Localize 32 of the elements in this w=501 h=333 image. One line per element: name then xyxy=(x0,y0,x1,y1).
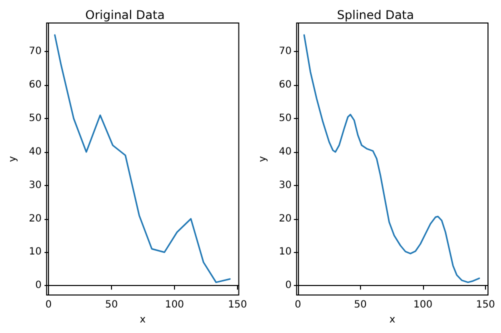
x-tick-label: 100 xyxy=(164,300,184,310)
y-tick-label: 10 xyxy=(278,246,292,258)
x-tick-label: 50 xyxy=(354,300,367,310)
y-tick-label: 70 xyxy=(278,46,292,58)
y-tick-label: 20 xyxy=(28,213,42,224)
x-tick-label: 150 xyxy=(476,300,496,310)
chart-title: Original Data xyxy=(85,8,165,22)
y-tick-label: 20 xyxy=(278,213,292,224)
y-axis-title: y xyxy=(8,156,18,162)
x-tick-label: 0 xyxy=(294,300,302,310)
x-tick-label: 50 xyxy=(105,300,118,310)
y-tick-label: 30 xyxy=(278,180,292,191)
y-tick-label: 50 xyxy=(278,113,292,124)
chart-title: Splined Data xyxy=(337,8,414,22)
y-tick-label: 30 xyxy=(28,180,42,191)
y-tick-label: 50 xyxy=(28,113,42,124)
x-tick-label: 100 xyxy=(413,300,433,310)
y-tick-label: 0 xyxy=(285,280,292,292)
y-tick-label: 10 xyxy=(28,246,42,258)
y-tick-label: 40 xyxy=(28,146,42,158)
y-tick-label: 40 xyxy=(278,146,292,158)
x-tick-label: 150 xyxy=(228,300,248,310)
y-tick-label: 0 xyxy=(35,280,42,292)
x-axis-title: x xyxy=(389,314,396,326)
y-tick-label: 60 xyxy=(278,80,292,91)
line-series xyxy=(303,34,480,284)
x-axis-title: x xyxy=(140,314,146,326)
y-tick-label: 70 xyxy=(28,46,42,58)
x-tick-label: 0 xyxy=(45,300,52,310)
y-axis-title: y xyxy=(258,156,268,162)
line-series xyxy=(54,34,231,284)
y-tick-label: 60 xyxy=(28,80,42,91)
